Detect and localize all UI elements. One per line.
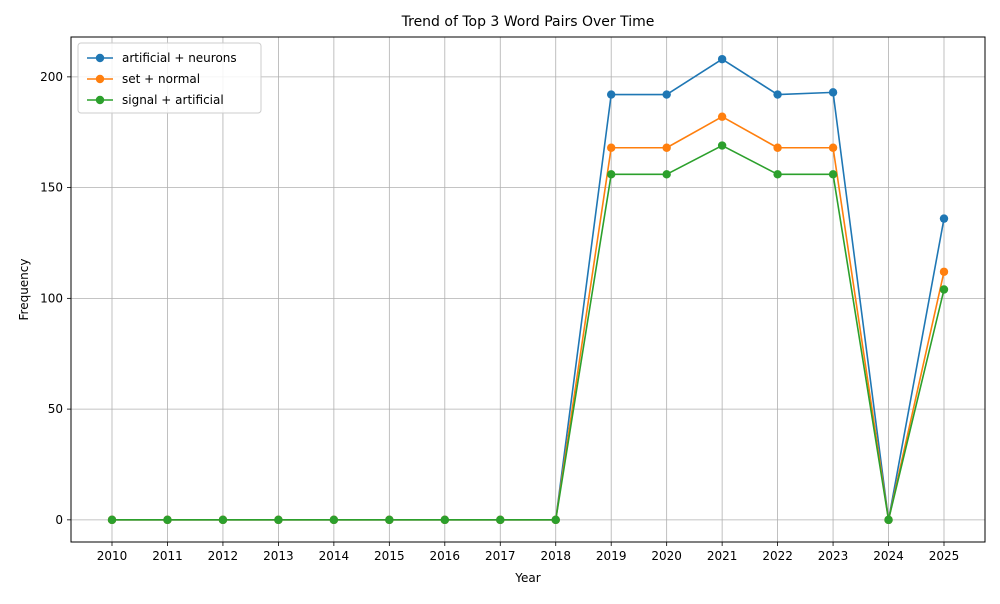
data-point [385, 515, 394, 525]
data-point [107, 515, 117, 525]
data-point [939, 285, 949, 294]
data-point [773, 90, 782, 99]
legend-item: set + normal [87, 72, 200, 86]
legend-swatch-marker [95, 53, 105, 63]
x-tick-label: 2025 [929, 549, 960, 563]
y-tick-label: 200 [40, 70, 63, 84]
series-line [112, 144, 945, 521]
legend-swatch-marker [95, 95, 105, 105]
x-tick-label: 2024 [873, 549, 904, 563]
x-tick-label: 2023 [818, 549, 849, 563]
x-tick-label: 2017 [485, 549, 516, 563]
legend-box [77, 42, 262, 114]
y-tick-label: 50 [48, 402, 63, 416]
data-point [218, 515, 228, 525]
legend: artificial + neurons set + normal signal +… [77, 42, 262, 114]
data-point [717, 141, 727, 150]
legend-label: signal + artificial [122, 93, 224, 107]
data-point [662, 170, 671, 179]
data-point [773, 170, 782, 179]
series-1 [107, 54, 949, 525]
y-tick-label: 100 [40, 291, 63, 305]
x-tick-label: 2019 [596, 549, 627, 563]
y-axis-label: Frequency [17, 259, 31, 321]
x-tick-label: 2010 [97, 549, 128, 563]
x-tick-label: 2022 [762, 549, 793, 563]
data-point [440, 515, 449, 525]
series-layer [107, 54, 949, 525]
data-point [551, 515, 560, 525]
data-point [828, 143, 838, 152]
x-tick-label: 2021 [707, 549, 738, 563]
x-tick-label: 2014 [319, 549, 350, 563]
x-ticks: 2010 2011 2012 2013 2014 2015 2016 2017 2018 2019… [97, 542, 960, 563]
series-line [112, 58, 945, 521]
x-tick-label: 2015 [374, 549, 405, 563]
data-point [773, 143, 782, 152]
series-line [112, 115, 945, 521]
legend-label: set + normal [122, 72, 200, 86]
x-tick-label: 2018 [540, 549, 571, 563]
data-point [939, 267, 949, 276]
data-point [828, 170, 838, 179]
y-tick-label: 0 [55, 513, 63, 527]
data-point [329, 515, 339, 525]
data-point [884, 515, 893, 525]
data-point [607, 90, 616, 99]
data-point [939, 214, 949, 223]
data-point [662, 143, 671, 152]
data-point [607, 143, 616, 152]
y-ticks: 0 50 100 150 200 [40, 70, 71, 527]
data-point [607, 170, 616, 179]
chart-title: Trend of Top 3 Word Pairs Over Time [401, 14, 655, 30]
series-3 [107, 141, 949, 525]
data-point [274, 515, 283, 525]
data-point [163, 515, 172, 525]
y-tick-label: 150 [40, 181, 63, 195]
data-point [828, 88, 838, 97]
data-point [662, 90, 671, 99]
x-tick-label: 2012 [208, 549, 239, 563]
legend-item: artificial + neurons [87, 51, 237, 65]
legend-item: signal + artificial [87, 93, 224, 107]
x-tick-label: 2013 [263, 549, 294, 563]
plot-frame [70, 36, 986, 543]
x-tick-label: 2020 [651, 549, 682, 563]
data-point [496, 515, 505, 525]
x-tick-label: 2016 [430, 549, 461, 563]
x-tick-label: 2011 [152, 549, 183, 563]
data-point [717, 112, 727, 121]
data-point [717, 54, 727, 64]
legend-swatch-marker [95, 74, 105, 84]
x-axis-label: Year [514, 571, 540, 585]
legend-label: artificial + neurons [122, 51, 237, 65]
